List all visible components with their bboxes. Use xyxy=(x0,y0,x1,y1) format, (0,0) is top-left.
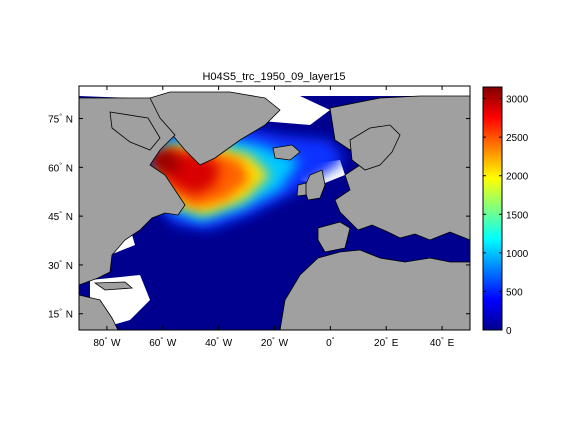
lat-tick-label: 30° N xyxy=(48,259,73,272)
iceland xyxy=(272,144,301,161)
lat-tick-label: 60° N xyxy=(48,161,73,174)
colorbar-tick-label: 2000 xyxy=(506,172,529,183)
colorbar-tick-label: 0 xyxy=(506,326,512,337)
lon-tick-label: 0° xyxy=(326,336,335,349)
baffin-island xyxy=(109,111,161,151)
degree-symbol: ° xyxy=(441,336,444,344)
degree-symbol: ° xyxy=(216,336,219,344)
map-panel xyxy=(79,86,470,330)
lon-tick-label: 40° W xyxy=(205,336,233,349)
degree-symbol: ° xyxy=(59,259,62,267)
lon-tick-label: 20° W xyxy=(261,336,289,349)
degree-symbol: ° xyxy=(59,308,62,316)
lon-tick-label: 60° W xyxy=(149,336,177,349)
degree-symbol: ° xyxy=(385,336,388,344)
degree-symbol: ° xyxy=(104,336,107,344)
central-america xyxy=(79,294,119,330)
colorbar-tick-label: 1500 xyxy=(506,210,529,221)
lon-tick-label: 20° E xyxy=(374,336,399,349)
cuba xyxy=(93,281,133,291)
north-america xyxy=(79,97,186,286)
degree-symbol: ° xyxy=(272,336,275,344)
colorbar-axis: 0 500 1000 1500 2000 2500 3000 xyxy=(483,95,529,337)
ireland xyxy=(296,182,307,197)
map-title: H04S5_trc_1950_09_layer15 xyxy=(202,71,345,83)
colorbar-tick-label: 2500 xyxy=(506,133,529,144)
colorbar-tick-label: 1000 xyxy=(506,249,529,260)
colorbar xyxy=(482,86,503,331)
lat-tick-label: 15° N xyxy=(48,308,73,321)
degree-symbol: ° xyxy=(59,161,62,169)
degree-symbol: ° xyxy=(59,113,62,121)
degree-symbol: ° xyxy=(332,336,335,344)
land xyxy=(79,91,470,330)
degree-symbol: ° xyxy=(59,210,62,218)
degree-symbol: ° xyxy=(160,336,163,344)
colorbar-tick-label: 3000 xyxy=(506,95,529,106)
longitude-axis: 80° W 60° W 40° W 20° W 0° 20° E 40° E xyxy=(93,86,455,349)
lon-tick-label: 80° W xyxy=(93,336,121,349)
africa xyxy=(279,249,470,330)
latitude-axis: 75° N 60° N 45° N 30° N 15° N xyxy=(48,113,470,321)
lat-tick-label: 75° N xyxy=(48,113,73,126)
iberia xyxy=(317,221,351,253)
lon-tick-label: 40° E xyxy=(430,336,455,349)
scandinavia xyxy=(349,124,401,171)
colorbar-tick-label: 500 xyxy=(506,287,523,298)
lat-tick-label: 45° N xyxy=(48,210,73,223)
